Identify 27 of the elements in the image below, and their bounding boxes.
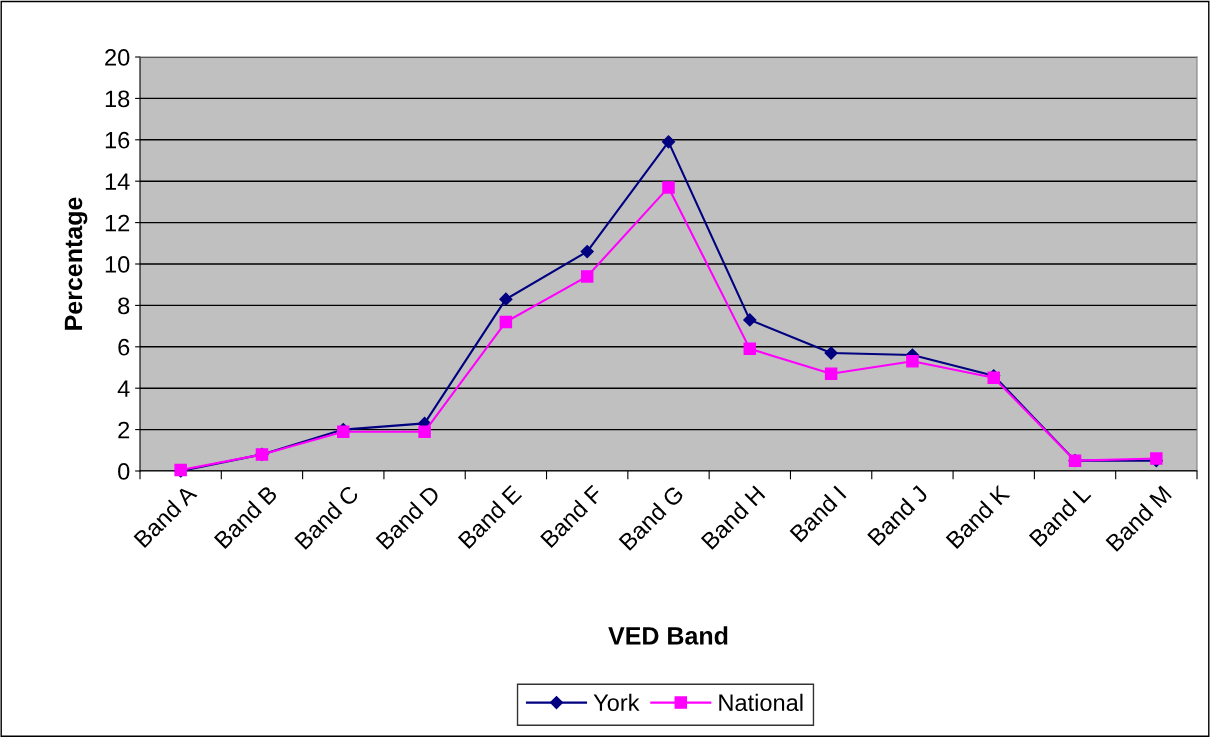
point xyxy=(824,367,838,380)
point xyxy=(499,292,513,306)
y-tick-label: 10 xyxy=(105,256,130,273)
point xyxy=(662,181,675,194)
point xyxy=(499,315,513,329)
legend-label: York xyxy=(593,693,640,712)
y-tick-label: 0 xyxy=(118,463,130,480)
y-tick-label: 14 xyxy=(105,173,130,190)
y-axis-title: Percentage xyxy=(64,197,88,330)
point xyxy=(418,425,431,438)
point xyxy=(661,135,676,149)
point xyxy=(824,346,838,360)
y-tick-label: 20 xyxy=(105,49,130,66)
y-tick-label: 16 xyxy=(105,131,130,149)
point xyxy=(580,270,594,283)
y-tick-label: 12 xyxy=(105,214,130,232)
point xyxy=(906,355,919,368)
y-tick-label: 2 xyxy=(118,421,130,439)
y-tick-label: 18 xyxy=(105,90,130,108)
y-tick-label: 4 xyxy=(117,380,130,397)
y-tick-label: 8 xyxy=(118,297,130,315)
point xyxy=(743,313,757,327)
legend-label: National xyxy=(719,693,803,712)
point xyxy=(580,244,594,259)
x-axis-title: VED Band xyxy=(608,626,728,645)
y-tick-label: 6 xyxy=(118,338,130,356)
point xyxy=(743,342,757,356)
